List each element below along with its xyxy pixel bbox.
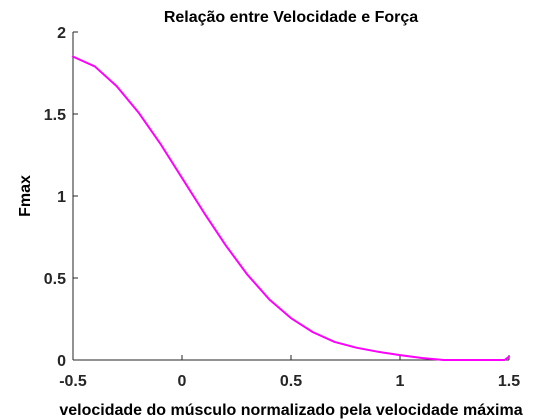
x-tick-label: 0 bbox=[178, 373, 187, 390]
x-tick-label: 1 bbox=[396, 373, 405, 390]
y-axis-label-group: Fmax bbox=[17, 175, 34, 217]
y-tick-label: 0 bbox=[57, 353, 66, 370]
x-tick-label: -0.5 bbox=[59, 373, 87, 390]
series-layer bbox=[72, 55, 510, 361]
ticks: -0.5 0 0.5 1 1.5 0 0.5 1 1.5 2 bbox=[44, 25, 520, 390]
x-axis-label: velocidade do músculo normalizado pela v… bbox=[59, 402, 522, 419]
y-tick-label: 1.5 bbox=[44, 107, 66, 124]
chart-title: Relação entre Velocidade e Força bbox=[164, 9, 418, 26]
x-tick-label: 0.5 bbox=[280, 373, 302, 390]
y-tick-label: 2 bbox=[57, 25, 66, 42]
y-tick-label: 1 bbox=[57, 189, 66, 206]
y-tick-label: 0.5 bbox=[44, 271, 66, 288]
series-line-0 bbox=[72, 55, 510, 361]
y-axis-label: Fmax bbox=[17, 175, 34, 217]
axes bbox=[72, 32, 509, 361]
x-tick-label: 1.5 bbox=[498, 373, 520, 390]
